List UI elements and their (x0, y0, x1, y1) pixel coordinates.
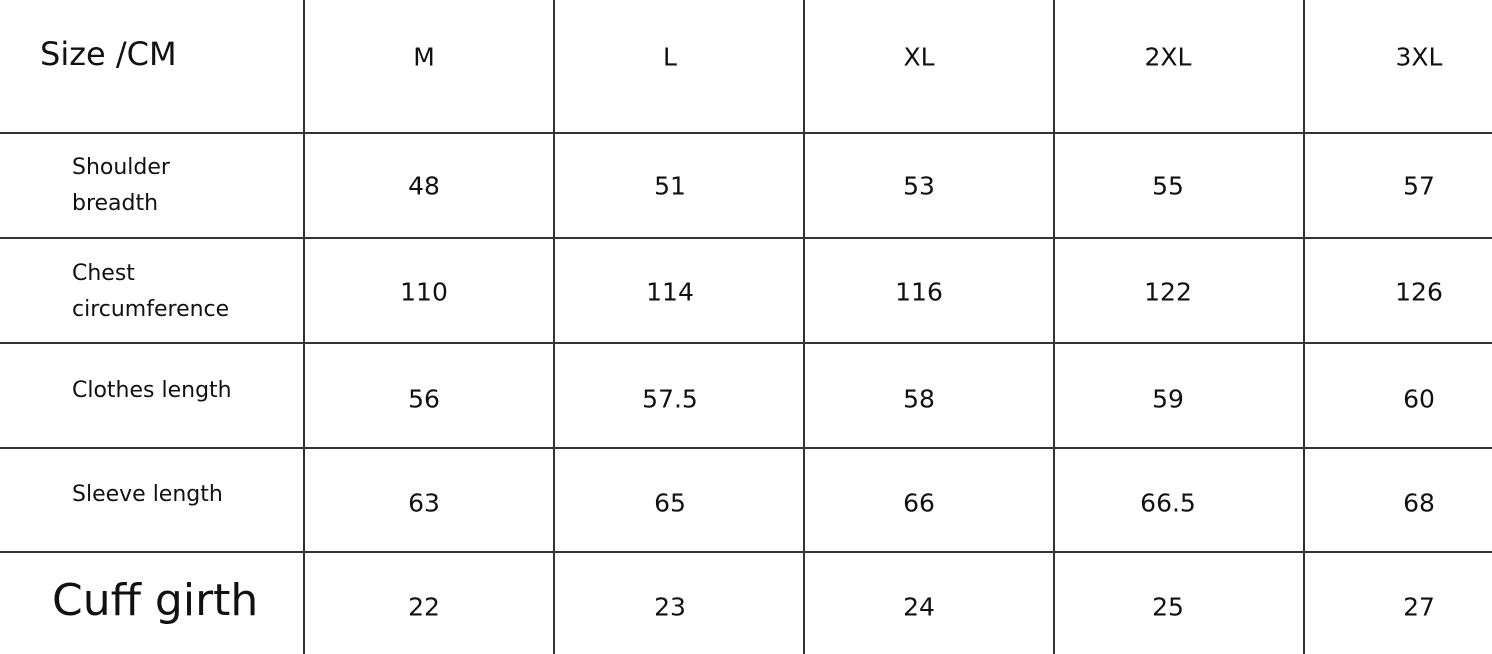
row-label-line: Chest (72, 261, 135, 286)
measurement-cell: 66.5 (1140, 488, 1196, 518)
measurement-cell: 57.5 (642, 384, 698, 414)
measurement-cell: 48 (408, 171, 440, 201)
row-divider (0, 551, 1492, 553)
row-label-line: breadth (72, 191, 159, 216)
row-divider (0, 237, 1492, 239)
row-divider (0, 447, 1492, 449)
size-header-2xl: 2XL (1144, 42, 1192, 72)
measurement-cell: 53 (903, 171, 935, 201)
column-divider (303, 0, 305, 654)
row-divider (0, 342, 1492, 344)
measurement-cell: 68 (1403, 488, 1435, 518)
size-header-3xl: 3XL (1395, 42, 1443, 72)
column-divider (1303, 0, 1305, 654)
measurement-cell: 24 (903, 592, 935, 622)
row-label-line: Cuff girth (52, 575, 259, 626)
measurement-cell: 51 (654, 171, 686, 201)
measurement-cell: 22 (408, 592, 440, 622)
size-header-xl: XL (903, 42, 935, 72)
size-header-m: M (413, 42, 435, 72)
measurement-cell: 25 (1152, 592, 1184, 622)
measurement-cell: 65 (654, 488, 686, 518)
measurement-cell: 23 (654, 592, 686, 622)
measurement-cell: 60 (1403, 384, 1435, 414)
measurement-cell: 56 (408, 384, 440, 414)
measurement-cell: 110 (400, 277, 448, 307)
column-divider (803, 0, 805, 654)
measurement-cell: 55 (1152, 171, 1184, 201)
row-label-line: circumference (72, 297, 230, 322)
measurement-cell: 63 (408, 488, 440, 518)
measurement-cell: 27 (1403, 592, 1435, 622)
measurement-cell: 57 (1403, 171, 1435, 201)
row-label: Shoulder breadth (72, 150, 170, 222)
measurement-cell: 66 (903, 488, 935, 518)
row-label: Clothes length (72, 373, 232, 409)
row-label: Chest circumference (72, 256, 229, 328)
corner-header: Size /CM (40, 35, 177, 73)
column-divider (553, 0, 555, 654)
row-divider (0, 132, 1492, 134)
measurement-cell: 114 (646, 277, 694, 307)
measurement-cell: 58 (903, 384, 935, 414)
measurement-cell: 116 (895, 277, 943, 307)
row-label-line: Sleeve length (72, 482, 223, 507)
row-label: Cuff girth (52, 575, 259, 626)
row-label: Sleeve length (72, 477, 223, 513)
measurement-cell: 59 (1152, 384, 1184, 414)
row-label-line: Clothes length (72, 378, 232, 403)
measurement-cell: 122 (1144, 277, 1192, 307)
size-header-l: L (663, 42, 677, 72)
column-divider (1053, 0, 1055, 654)
measurement-cell: 126 (1395, 277, 1443, 307)
row-label-line: Shoulder (72, 155, 170, 180)
